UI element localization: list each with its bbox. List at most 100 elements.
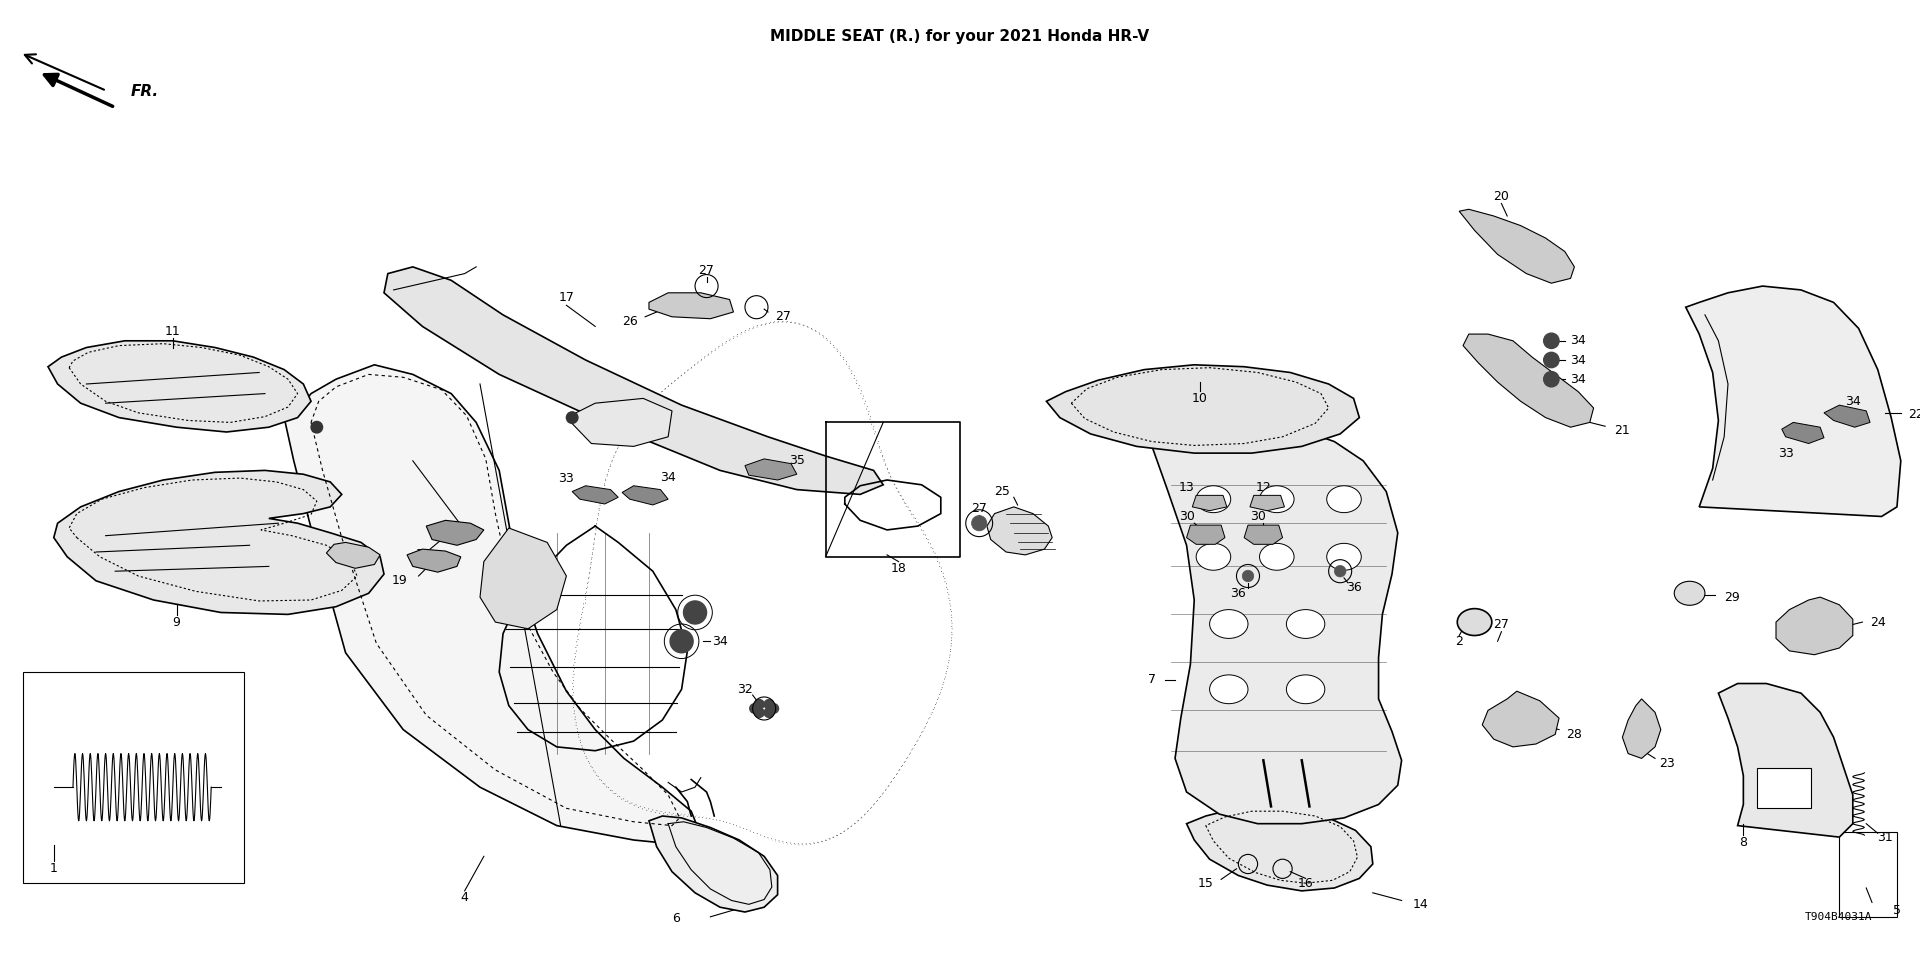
Polygon shape	[407, 549, 461, 572]
Text: 13: 13	[1179, 481, 1194, 494]
Text: 20: 20	[1494, 190, 1509, 204]
Ellipse shape	[1260, 543, 1294, 570]
Polygon shape	[48, 341, 311, 432]
Circle shape	[1544, 372, 1559, 387]
Polygon shape	[1686, 286, 1901, 516]
Text: 18: 18	[891, 562, 906, 575]
Text: 3: 3	[415, 548, 422, 562]
Circle shape	[764, 708, 774, 717]
Bar	[1757, 768, 1811, 808]
Text: 36: 36	[1346, 581, 1361, 594]
Text: FR.: FR.	[131, 84, 159, 99]
Ellipse shape	[1210, 675, 1248, 704]
Text: MIDDLE SEAT (R.) for your 2021 Honda HR-V: MIDDLE SEAT (R.) for your 2021 Honda HR-…	[770, 29, 1150, 44]
Text: 34: 34	[1571, 334, 1586, 348]
Polygon shape	[384, 267, 883, 494]
Polygon shape	[572, 486, 618, 504]
Text: 34: 34	[1845, 395, 1860, 408]
Circle shape	[751, 704, 760, 713]
Circle shape	[755, 700, 764, 709]
Text: 11: 11	[165, 324, 180, 338]
Polygon shape	[987, 507, 1052, 555]
Text: 6: 6	[672, 912, 680, 925]
Polygon shape	[566, 398, 672, 446]
Ellipse shape	[1196, 543, 1231, 570]
Polygon shape	[649, 293, 733, 319]
Polygon shape	[1482, 691, 1559, 747]
Text: 29: 29	[1724, 590, 1740, 604]
Polygon shape	[1776, 597, 1853, 655]
Polygon shape	[1187, 525, 1225, 544]
Bar	[23, 672, 244, 883]
Circle shape	[1242, 570, 1254, 582]
Text: 1: 1	[50, 862, 58, 876]
Text: 5: 5	[1893, 903, 1901, 917]
Circle shape	[755, 708, 764, 717]
Polygon shape	[1244, 525, 1283, 544]
Circle shape	[768, 704, 780, 713]
Text: 34: 34	[660, 470, 676, 484]
Circle shape	[1334, 565, 1346, 577]
Text: 21: 21	[1615, 423, 1630, 437]
Text: 35: 35	[789, 454, 804, 468]
Text: 16: 16	[1298, 876, 1313, 890]
Text: 30: 30	[1250, 510, 1265, 523]
Polygon shape	[649, 816, 778, 912]
Text: 4: 4	[461, 891, 468, 904]
Polygon shape	[1187, 806, 1373, 891]
Circle shape	[764, 700, 774, 709]
Circle shape	[566, 412, 578, 423]
Circle shape	[311, 421, 323, 433]
Polygon shape	[1463, 334, 1594, 427]
Ellipse shape	[1327, 543, 1361, 570]
Polygon shape	[284, 365, 701, 845]
Text: 10: 10	[1192, 392, 1208, 405]
Polygon shape	[326, 542, 380, 568]
Text: 34: 34	[1571, 353, 1586, 367]
Text: 15: 15	[1198, 876, 1213, 890]
Ellipse shape	[1286, 675, 1325, 704]
Text: 32: 32	[737, 683, 753, 696]
Circle shape	[670, 630, 693, 653]
Polygon shape	[1622, 699, 1661, 758]
Ellipse shape	[1260, 486, 1294, 513]
Text: 28: 28	[1567, 728, 1582, 741]
Polygon shape	[54, 470, 384, 614]
Circle shape	[972, 516, 987, 531]
Polygon shape	[426, 520, 484, 545]
Circle shape	[1544, 352, 1559, 368]
Text: 19: 19	[392, 574, 407, 588]
Polygon shape	[622, 486, 668, 505]
Text: 22: 22	[1908, 408, 1920, 421]
Ellipse shape	[1196, 486, 1231, 513]
Ellipse shape	[1674, 581, 1705, 605]
Polygon shape	[745, 459, 797, 480]
Text: 9: 9	[173, 615, 180, 629]
Text: 17: 17	[559, 291, 574, 304]
Text: 8: 8	[1740, 836, 1747, 850]
Ellipse shape	[1327, 486, 1361, 513]
Circle shape	[684, 601, 707, 624]
Polygon shape	[1718, 684, 1853, 837]
Text: 23: 23	[1659, 756, 1674, 770]
Text: 26: 26	[622, 315, 637, 328]
Polygon shape	[1459, 209, 1574, 283]
Ellipse shape	[1210, 610, 1248, 638]
Text: 12: 12	[1256, 481, 1271, 494]
Text: T904B4031A: T904B4031A	[1805, 912, 1872, 922]
Polygon shape	[1142, 422, 1402, 824]
Polygon shape	[1824, 405, 1870, 427]
Ellipse shape	[1457, 609, 1492, 636]
Text: 14: 14	[1413, 898, 1428, 911]
Text: 27: 27	[1494, 617, 1509, 631]
Polygon shape	[1250, 495, 1284, 511]
Text: 7: 7	[1148, 673, 1156, 686]
Text: 34: 34	[712, 635, 728, 648]
Text: 33: 33	[559, 471, 574, 485]
Polygon shape	[1046, 365, 1359, 453]
Text: 25: 25	[995, 485, 1010, 498]
Polygon shape	[480, 528, 566, 629]
Polygon shape	[1192, 495, 1227, 511]
Text: 24: 24	[1870, 615, 1885, 629]
Bar	[1839, 832, 1897, 917]
